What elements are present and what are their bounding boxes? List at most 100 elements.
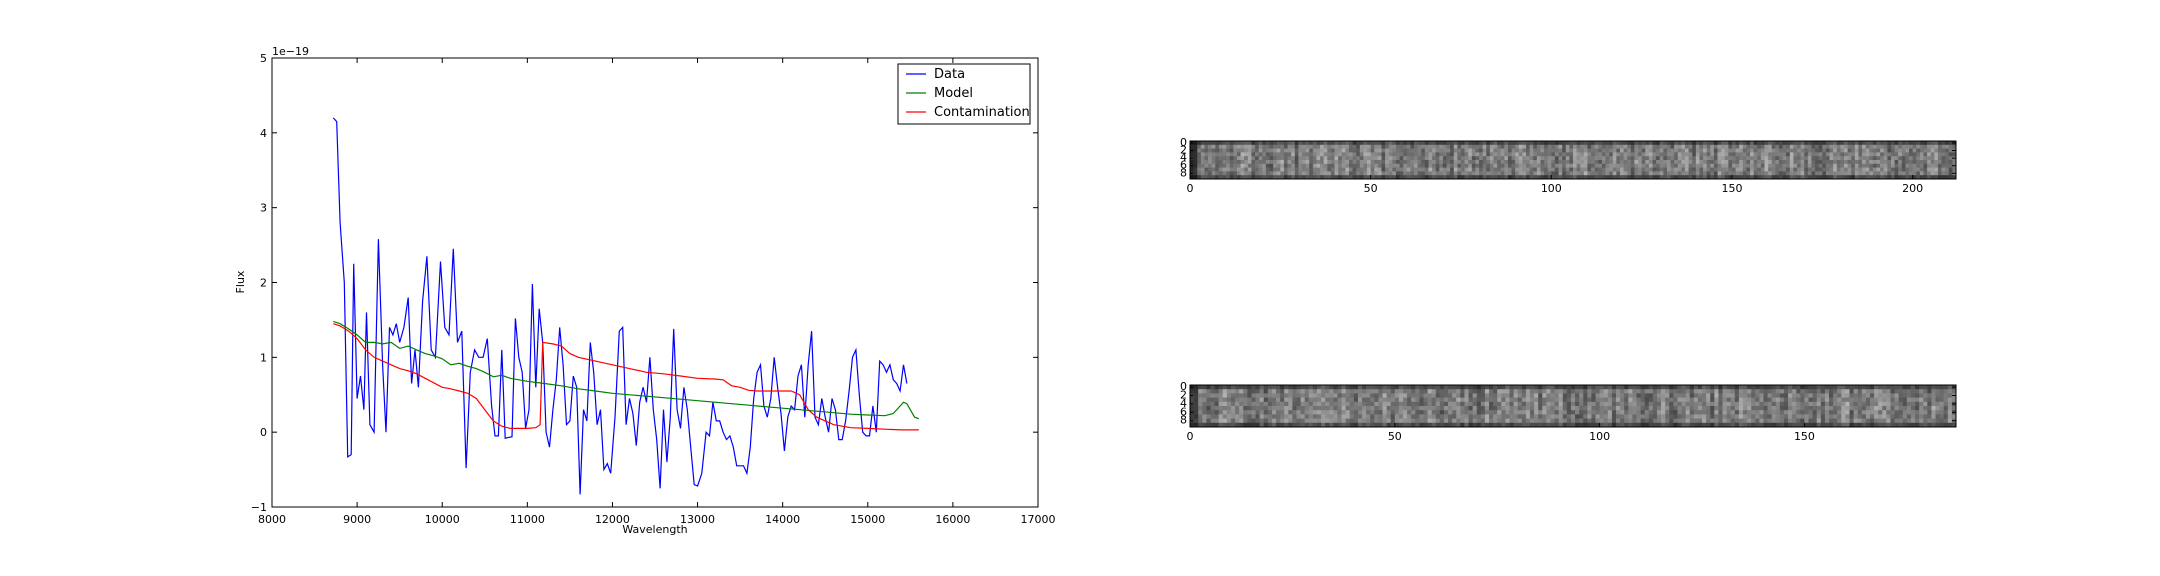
heatmap-cell [1731,160,1736,165]
heatmap-cell [1236,152,1241,157]
heatmap-cell [1627,152,1632,157]
heatmap-cell [1501,389,1506,394]
heatmap-cell [1665,385,1670,390]
heatmap-cell [1858,160,1863,165]
heatmap-cell [1258,156,1263,161]
heatmap-cell [1619,144,1624,149]
heatmap-cell [1570,414,1576,419]
heatmap-cell [1226,397,1232,403]
heatmap-cell [1517,414,1523,419]
heatmap-cell [1255,397,1261,403]
heatmap-cell [1443,422,1449,428]
heatmap-cell [1659,156,1664,161]
heatmap-cell [1916,175,1921,180]
heatmap-cell [1288,389,1293,394]
heatmap-cell [1853,414,1859,419]
heatmap-cell [1329,393,1334,398]
heatmap-cell [1927,175,1932,180]
heatmap-cell [1742,385,1748,390]
heatmap-cell [1607,410,1613,415]
heatmap-cell [1280,141,1285,146]
heatmap-cell [1807,175,1812,180]
heatmap-cell [1504,163,1509,168]
heatmap-cell [1717,141,1722,146]
heatmap-cell [1374,385,1379,390]
heatmap-cell [1533,163,1538,168]
heatmap-cell [1308,418,1314,424]
heatmap-cell [1919,141,1924,146]
heatmap-cell [1734,414,1740,419]
heatmap-cell [1906,389,1912,394]
heatmap-cell [1611,385,1617,390]
heatmap-cell [1909,141,1914,146]
heatmap-cell [1259,422,1265,428]
heatmap-cell [1706,385,1711,390]
heatmap-cell [1898,422,1904,428]
heatmap-cell [1566,418,1572,424]
heatmap-cell [1669,389,1674,394]
heatmap-cell [1464,156,1469,161]
heatmap-cell [1804,397,1809,403]
heatmap-cell [1378,401,1383,407]
heatmap-cell [1681,401,1687,407]
heatmap-cell [1728,163,1733,168]
heatmap-cell [1937,171,1942,176]
heatmap-cell [1288,393,1293,398]
heatmap-cell [1603,397,1609,403]
heatmap-cell [1544,163,1549,168]
heatmap-cell [1357,401,1363,407]
heatmap-cell [1783,410,1789,415]
heatmap-cell [1323,160,1328,165]
heatmap-cell [1753,160,1758,165]
heatmap-cell [1726,397,1732,403]
heatmap-cell [1211,152,1216,157]
heatmap-cell [1576,175,1581,180]
heatmap-cell [1753,171,1758,176]
heatmap-cell [1521,406,1527,411]
heatmap-cell [1580,144,1585,149]
heatmap-cell [1579,385,1584,390]
heatmap-cell [1334,167,1339,172]
heatmap-cell [1666,144,1671,149]
heatmap-cell [1280,144,1285,149]
heatmap-cell [1575,406,1580,411]
heatmap-cell [1890,422,1895,428]
heatmap-cell [1486,152,1491,157]
heatmap-cell [1411,414,1416,419]
heatmap-cell [1685,167,1690,172]
heatmap-cell [1677,152,1682,157]
heatmap-cell [1652,148,1657,153]
heatmap-cell [1468,175,1473,180]
heatmap-cell [1562,175,1567,180]
heatmap-cell [1576,160,1581,165]
heatmap-cell [1681,385,1687,390]
heatmap-cell [1190,422,1195,428]
heatmap-cell [1566,414,1572,419]
heatmap-cell [1652,389,1658,394]
heatmap-cell [1634,152,1639,157]
heatmap-cell [1742,406,1748,411]
heatmap-cell [1941,141,1946,146]
heatmap-cell [1439,171,1444,176]
heatmap-cell [1580,152,1585,157]
heatmap-cell [1941,156,1946,161]
heatmap-cell [1659,175,1664,180]
heatmap-cell [1910,397,1916,403]
heatmap-cell [1194,410,1199,415]
heatmap-cell [1947,401,1953,407]
heatmap-cell [1930,160,1935,165]
heatmap-cell [1763,410,1768,415]
heatmap-cell [1837,397,1842,403]
heatmap-cell [1443,393,1449,398]
heatmap-cell [1616,393,1621,398]
heatmap-cell [1309,156,1314,161]
heatmap-cell [1448,401,1453,407]
heatmap-cell [1382,389,1388,394]
heatmap-cell [1724,175,1729,180]
heatmap-cell [1544,171,1549,176]
heatmap-cell [1558,418,1564,424]
heatmap-cell [1665,393,1670,398]
heatmap-cell [1392,167,1397,172]
heatmap-cell [1345,414,1351,419]
heatmap-cell [1583,163,1588,168]
